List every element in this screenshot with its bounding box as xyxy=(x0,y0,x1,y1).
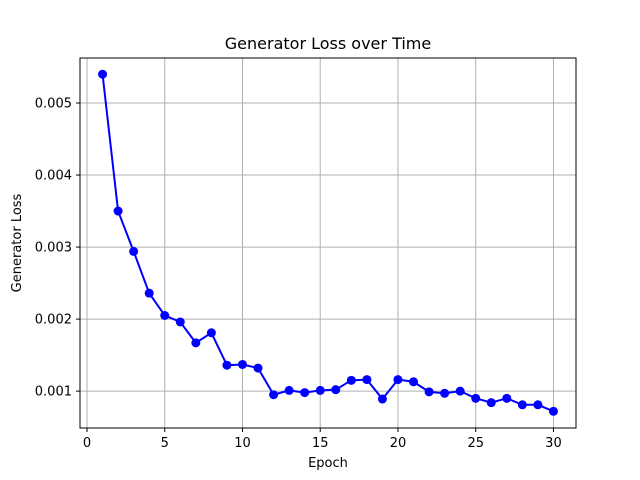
series-layer xyxy=(98,69,558,416)
y-tick-label: 0.002 xyxy=(35,313,72,328)
y-tick-label: 0.003 xyxy=(35,241,72,256)
data-point xyxy=(393,375,403,385)
data-point xyxy=(175,317,185,327)
data-point xyxy=(191,338,201,348)
data-point xyxy=(129,246,139,256)
data-point xyxy=(486,398,496,408)
data-point xyxy=(206,328,216,338)
data-point xyxy=(315,385,325,395)
x-tick-label: 30 xyxy=(545,436,562,451)
data-point xyxy=(222,360,232,370)
data-point xyxy=(517,400,527,410)
y-axis-label: Generator Loss xyxy=(10,193,25,292)
data-point xyxy=(424,387,434,397)
series-line xyxy=(101,74,554,413)
data-point xyxy=(98,69,108,79)
y-tick-label: 0.005 xyxy=(35,97,72,112)
data-point xyxy=(144,288,154,298)
data-point xyxy=(253,363,263,373)
y-tick-label: 0.001 xyxy=(35,385,72,400)
data-point xyxy=(377,394,387,404)
data-point xyxy=(113,206,123,216)
plot-frame xyxy=(79,57,577,429)
x-axis-label: Epoch xyxy=(308,456,348,471)
y-tick-label: 0.004 xyxy=(35,169,72,184)
data-point xyxy=(471,393,481,403)
data-point xyxy=(300,388,310,398)
x-tick-label: 15 xyxy=(312,436,329,451)
x-tick-label: 0 xyxy=(83,436,91,451)
x-tick-label: 10 xyxy=(234,436,251,451)
data-point xyxy=(362,375,372,385)
x-tick-label: 25 xyxy=(467,436,484,451)
data-point xyxy=(269,390,279,400)
data-point xyxy=(502,393,512,403)
data-point xyxy=(548,406,558,416)
data-point xyxy=(440,388,450,398)
data-point xyxy=(455,386,465,396)
data-point xyxy=(533,400,543,410)
data-point xyxy=(237,359,247,369)
data-point xyxy=(160,310,170,320)
grid xyxy=(80,58,576,428)
data-point xyxy=(409,377,419,387)
data-point xyxy=(346,375,356,385)
data-point xyxy=(284,385,294,395)
ticks: 0 5 10 15 20 25 30 0.001 0.002 0.003 0.004 0.005 xyxy=(35,97,562,451)
x-tick-label: 20 xyxy=(390,436,407,451)
data-point xyxy=(331,385,341,395)
chart-title: Generator Loss over Time xyxy=(225,34,431,53)
x-tick-label: 5 xyxy=(161,436,169,451)
